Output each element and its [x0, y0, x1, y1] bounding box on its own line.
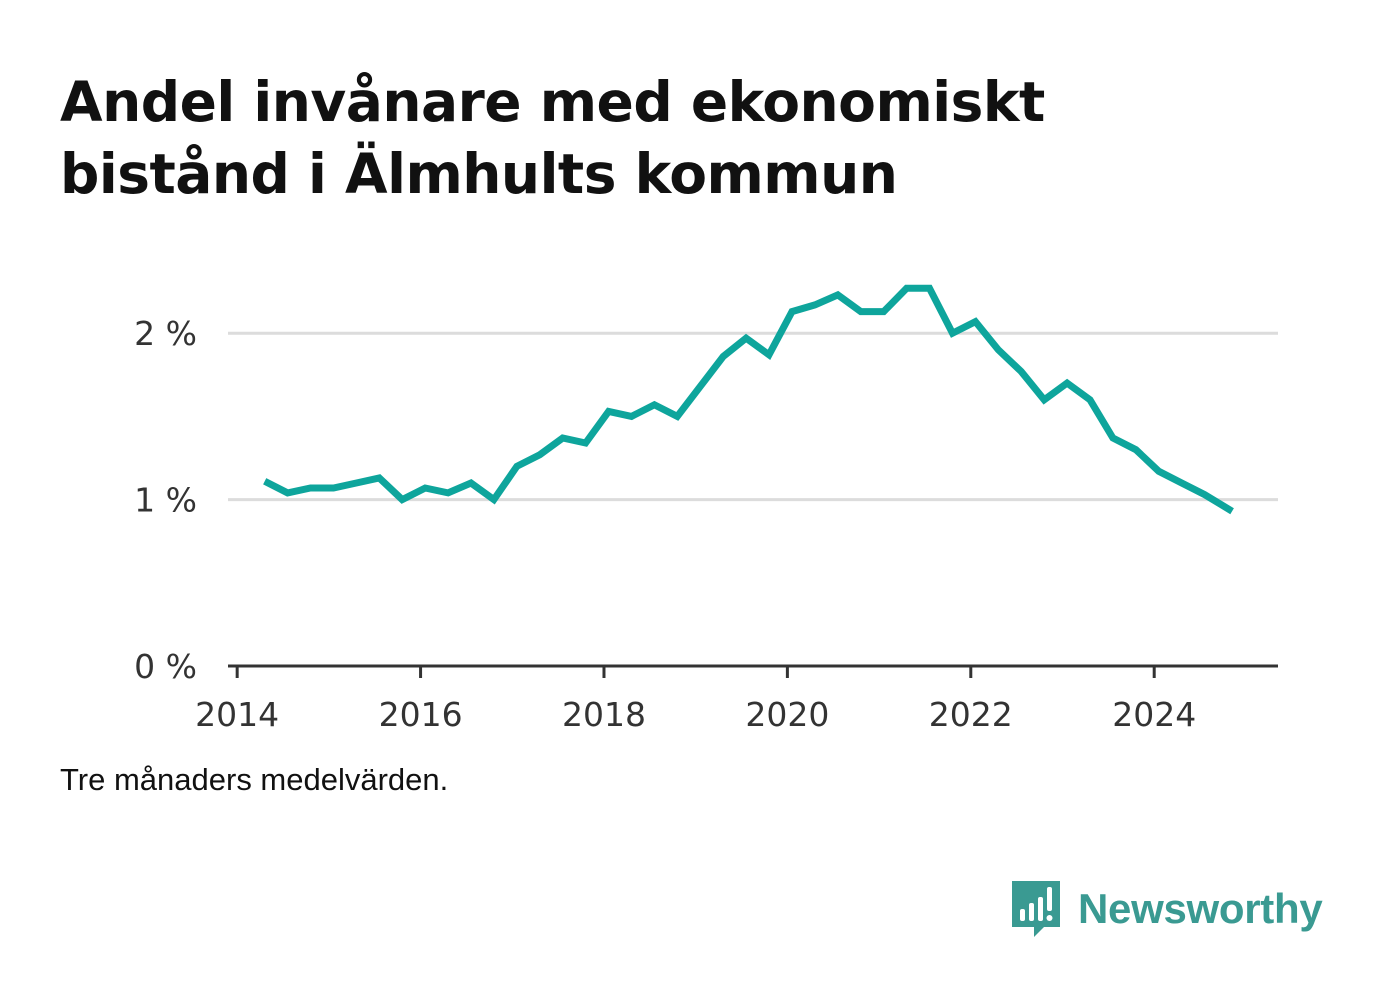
- y-tick-label: 1 %: [134, 481, 197, 520]
- x-tick-label: 2018: [562, 695, 646, 734]
- gridlines: [228, 331, 1278, 502]
- newsworthy-logo-icon: [1012, 881, 1060, 937]
- x-tick-label: 2022: [929, 695, 1013, 734]
- y-tick-label: 0 %: [134, 647, 197, 686]
- x-axis: 2014 2016 2018 2020 2022 2024: [195, 664, 1278, 734]
- chart-note: Tre månaders medelvärden.: [60, 762, 449, 797]
- y-axis: 0 % 1 % 2 %: [134, 314, 197, 686]
- chart-title: Andel invånare med ekonomiskt bistånd i …: [60, 66, 1260, 210]
- x-tick-label: 2024: [1112, 695, 1196, 734]
- data-series: [263, 284, 1234, 515]
- brand-name: Newsworthy: [1078, 885, 1323, 932]
- series-line-0: [263, 284, 1234, 515]
- x-tick-label: 2020: [745, 695, 829, 734]
- chart-title-line-1: Andel invånare med ekonomiskt: [60, 70, 1045, 134]
- newsworthy-brand[interactable]: Newsworthy: [1010, 878, 1323, 940]
- chart-title-line-2: bistånd i Älmhults kommun: [60, 142, 898, 206]
- y-tick-label: 2 %: [134, 314, 197, 353]
- x-tick-label: 2014: [195, 695, 279, 734]
- x-tick-label: 2016: [379, 695, 463, 734]
